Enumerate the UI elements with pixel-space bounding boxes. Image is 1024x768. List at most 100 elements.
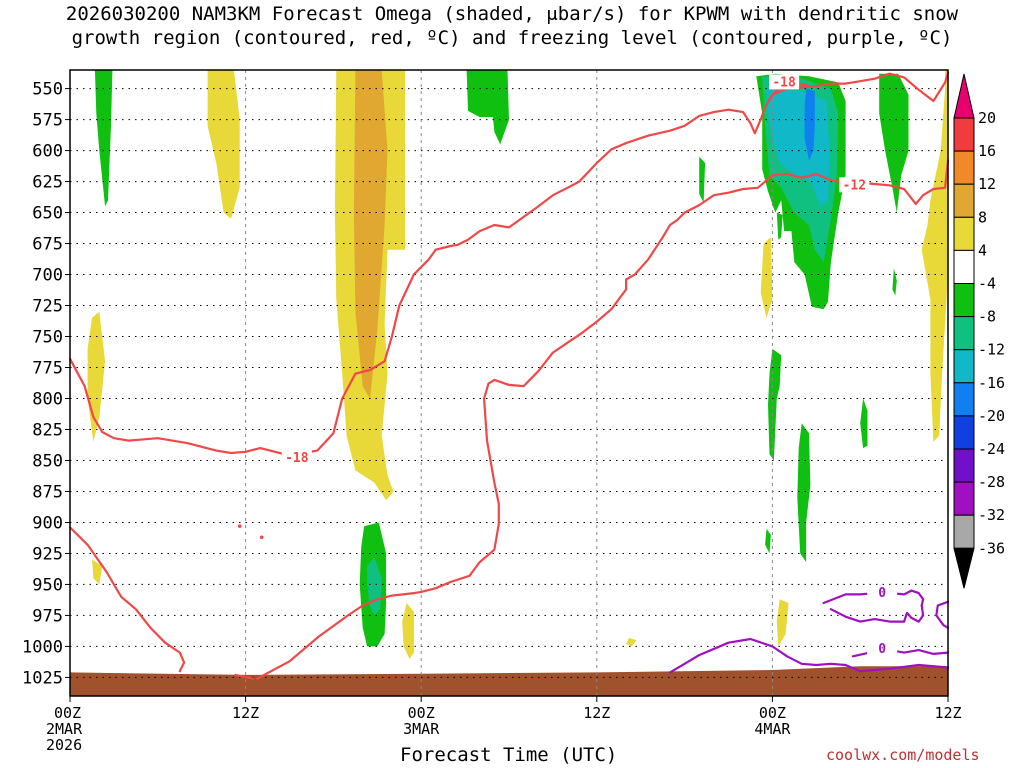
title-line-1: 2026030200 NAM3KM Forecast Omega (shaded… <box>65 3 959 25</box>
xtick-label-2-0: 00Z <box>408 704 435 722</box>
omega-region-8 <box>776 599 789 647</box>
contour-label-1: -18 <box>772 75 796 90</box>
omega-region-14 <box>776 212 783 240</box>
ytick-label-6: 700 <box>32 266 63 286</box>
omega-region-9 <box>921 70 948 442</box>
colorbar-label-2: 12 <box>978 175 996 193</box>
xtick-label-5-0: 12Z <box>934 704 961 722</box>
ytick-label-19: 1025 <box>22 668 63 688</box>
ytick-label-14: 900 <box>32 513 63 533</box>
ytick-label-5: 675 <box>32 235 63 255</box>
omega-region-15 <box>768 348 782 461</box>
xtick-label-0-2: 2026 <box>46 736 82 754</box>
contour-line-8 <box>668 637 950 674</box>
contour-dot-1 <box>259 535 264 540</box>
y-axis: 550 575 600 625 650 675 700 725 750 775 800 825 850 8… <box>22 80 70 688</box>
omega-region-16 <box>879 73 909 213</box>
terrain-layer <box>70 666 948 696</box>
ytick-label-2: 600 <box>32 142 63 162</box>
colorbar-swatch-10 <box>953 415 975 450</box>
omega-region-7 <box>760 237 773 318</box>
contour-label-2: -12 <box>843 178 866 193</box>
colorbar-label-1: 16 <box>978 142 996 160</box>
ytick-label-13: 875 <box>32 482 63 502</box>
colorbar-label-5: -4 <box>978 275 996 293</box>
colorbar-label-0: 20 <box>978 109 996 127</box>
ytick-label-1: 575 <box>32 111 63 131</box>
ytick-label-0: 550 <box>32 80 63 100</box>
omega-region-11 <box>466 70 509 145</box>
omega-region-20 <box>765 528 771 554</box>
colorbar-label-13: -36 <box>978 539 1005 557</box>
ytick-label-17: 975 <box>32 606 63 626</box>
ytick-label-11: 825 <box>32 420 63 440</box>
omega-region-4 <box>353 70 388 399</box>
title-line-2: growth region (contoured, red, ºC) and f… <box>71 27 953 49</box>
omega-region-23 <box>367 557 382 616</box>
contour-dot-0 <box>237 524 242 528</box>
contour-label-bg-2 <box>839 177 870 193</box>
xtick-label-4-0: 00Z <box>759 704 786 722</box>
ytick-label-16: 950 <box>32 575 63 595</box>
colorbar-label-9: -20 <box>978 407 1005 425</box>
omega-shading <box>87 70 948 659</box>
xtick-label-0-0: 00Z <box>54 704 81 722</box>
xtick-label-3-0: 12Z <box>583 704 610 722</box>
ytick-label-18: 1000 <box>22 637 63 657</box>
colorbar-label-7: -12 <box>978 341 1005 359</box>
contour-line-0 <box>68 71 950 457</box>
ytick-label-15: 925 <box>32 544 63 564</box>
contour-label-bg-1 <box>769 74 800 90</box>
colorbar-swatch-11 <box>953 448 975 483</box>
contour-label-5: 0 <box>878 586 886 601</box>
chart-title: 2026030200 NAM3KM Forecast Omega (shaded… <box>0 2 1024 50</box>
ytick-label-10: 800 <box>32 389 63 409</box>
omega-region-17 <box>797 423 811 563</box>
xtick-label-4-1: 4MAR <box>754 720 791 738</box>
omega-region-19 <box>892 268 897 296</box>
x-axis-label: Forecast Time (UTC) <box>400 744 618 766</box>
colorbar-swatch-2 <box>953 150 975 185</box>
colorbar-swatch-9 <box>953 382 975 417</box>
omega-region-1 <box>92 559 103 585</box>
ytick-label-8: 750 <box>32 328 63 348</box>
colorbar-swatch-7 <box>953 316 975 351</box>
ytick-label-12: 850 <box>32 451 63 471</box>
contour-line-4 <box>234 673 254 680</box>
colorbar-bottom-arrow <box>953 547 975 589</box>
omega-region-10 <box>94 70 113 207</box>
contour-dots <box>237 524 264 540</box>
omega-region-2 <box>207 70 240 219</box>
terrain-fill <box>70 666 948 696</box>
ytick-label-4: 650 <box>32 204 63 224</box>
contour-line-3 <box>68 526 186 673</box>
omega-region-6 <box>626 637 637 647</box>
ytick-label-9: 775 <box>32 359 63 379</box>
colorbar-swatch-1 <box>953 117 975 152</box>
colorbar-top-arrow <box>953 73 975 119</box>
contour-line-2 <box>256 159 950 680</box>
colorbar: 20 16 12 8 4 -4 -8 -12 -16 -20 -24 -28 -32 -36 <box>953 73 1005 589</box>
xtick-label-2-1: 3MAR <box>403 720 440 738</box>
colorbar-swatch-3 <box>953 183 975 218</box>
contour-label-bg-5 <box>867 585 898 601</box>
colorbar-label-11: -28 <box>978 473 1005 491</box>
colorbar-swatch-8 <box>953 349 975 384</box>
ytick-label-7: 725 <box>32 297 63 317</box>
contour-label-bg-6 <box>867 640 898 656</box>
ytick-label-3: 625 <box>32 173 63 193</box>
omega-region-25 <box>804 88 815 161</box>
xtick-label-0-1: 2MAR <box>46 720 83 738</box>
colorbar-swatch-12 <box>953 481 975 516</box>
colorbar-label-10: -24 <box>978 440 1005 458</box>
contour-label-0: -18 <box>285 451 309 466</box>
colorbar-swatch-6 <box>953 283 975 318</box>
colorbar-label-4: 4 <box>978 241 987 259</box>
credit-text: coolwx.com/models <box>826 746 980 764</box>
colorbar-swatch-4 <box>953 216 975 251</box>
colorbar-label-6: -8 <box>978 308 996 326</box>
temperature-contours: -18 -18 -12 0 0 <box>68 71 950 680</box>
contour-label-bg-0 <box>281 449 312 465</box>
